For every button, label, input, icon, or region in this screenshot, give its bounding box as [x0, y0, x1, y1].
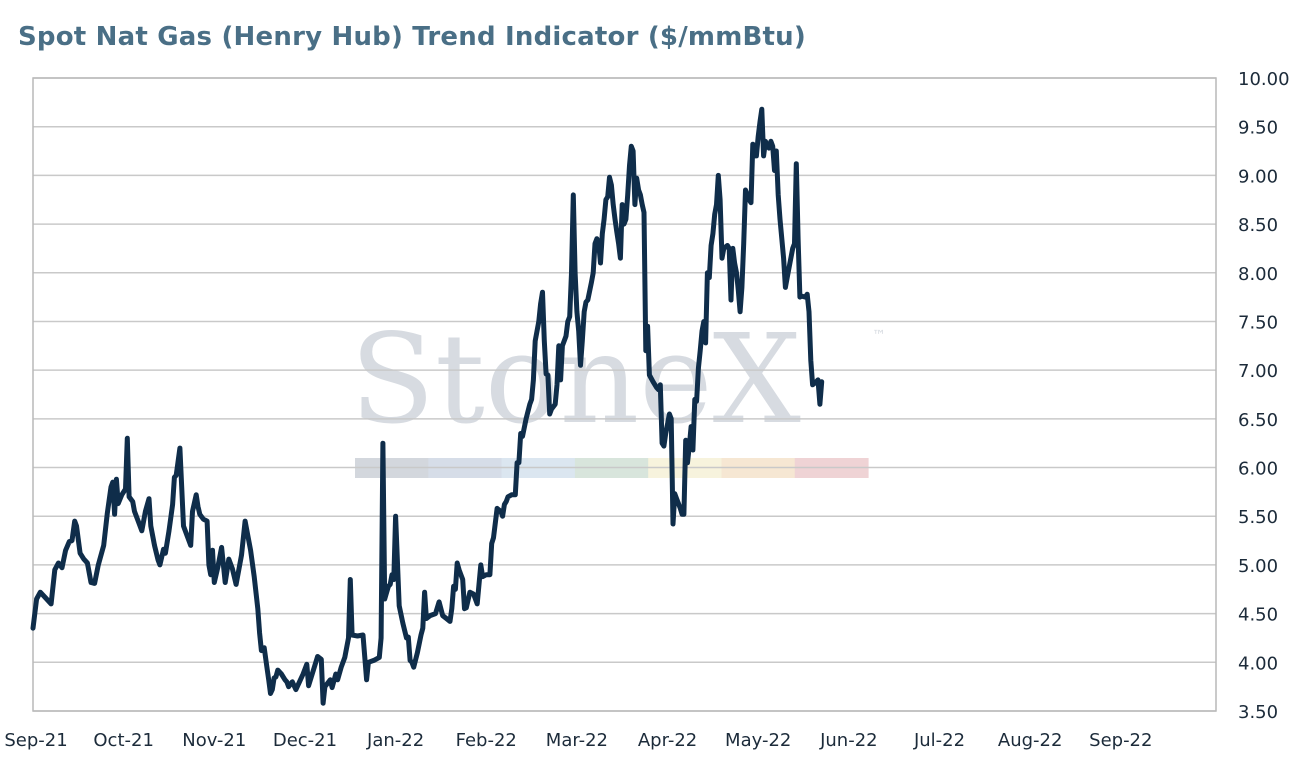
gridlines	[33, 77, 1216, 712]
y-tick-label: 7.00	[1238, 361, 1278, 382]
y-axis-tick-labels: 3.50 4.00 4.50 5.00 5.50 6.00 6.50 7.00 7.50 8.00…	[1238, 69, 1290, 723]
series-line	[30, 106, 825, 706]
plot-frame	[32, 77, 1217, 712]
x-tick-label: Nov-21	[182, 730, 246, 751]
y-tick-label: 5.50	[1238, 507, 1278, 528]
watermark-tm: ™	[872, 328, 886, 344]
watermark-color-bar	[355, 458, 869, 478]
x-tick-label: Oct-21	[93, 730, 154, 751]
x-axis-tick-labels: Sep-21 Oct-21 Nov-21 Dec-21 Jan-22 Feb-22 Mar-…	[4, 730, 1152, 751]
x-tick-label: Sep-22	[1089, 730, 1152, 751]
x-tick-label: May-22	[725, 730, 791, 751]
y-tick-label: 4.50	[1238, 605, 1278, 626]
x-tick-label: Feb-22	[456, 730, 517, 751]
x-tick-label: Mar-22	[546, 730, 608, 751]
y-tick-label: 5.00	[1238, 556, 1278, 577]
y-tick-label: 10.00	[1238, 69, 1290, 90]
x-tick-label: Jun-22	[819, 730, 878, 751]
stonex-watermark: StoneX ™	[350, 308, 886, 478]
x-tick-label: Sep-21	[4, 730, 67, 751]
x-tick-label: Dec-21	[273, 730, 337, 751]
y-tick-label: 7.50	[1238, 312, 1278, 333]
y-tick-label: 9.50	[1238, 118, 1278, 139]
y-tick-label: 6.00	[1238, 459, 1278, 480]
x-tick-label: Jan-22	[366, 730, 424, 751]
y-tick-label: 8.50	[1238, 215, 1278, 236]
x-tick-label: Apr-22	[638, 730, 697, 751]
y-tick-label: 8.00	[1238, 264, 1278, 285]
y-tick-label: 3.50	[1238, 702, 1278, 723]
y-tick-label: 9.00	[1238, 166, 1278, 187]
x-tick-label: Jul-22	[913, 730, 965, 751]
y-tick-label: 4.00	[1238, 653, 1278, 674]
chart-title: Spot Nat Gas (Henry Hub) Trend Indicator…	[18, 22, 806, 52]
watermark-text: StoneX	[350, 308, 801, 452]
y-tick-label: 6.50	[1238, 410, 1278, 431]
x-tick-label: Aug-22	[998, 730, 1063, 751]
